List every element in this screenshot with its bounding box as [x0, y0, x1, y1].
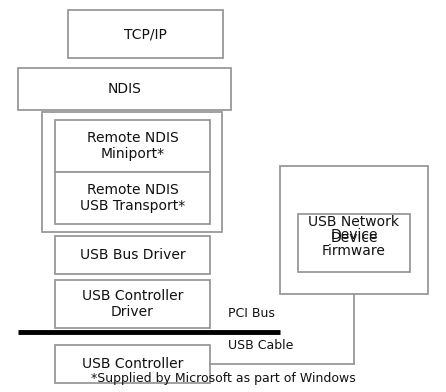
- Bar: [68, 10, 223, 58]
- Bar: [55, 236, 210, 274]
- Text: PCI Bus: PCI Bus: [228, 307, 275, 320]
- Text: USB Controller: USB Controller: [82, 357, 183, 371]
- Bar: [55, 345, 210, 383]
- Text: USB Network
Device: USB Network Device: [309, 215, 400, 245]
- Text: Device
Firmware: Device Firmware: [322, 228, 386, 258]
- Bar: [55, 172, 210, 224]
- Bar: [55, 120, 210, 172]
- Text: USB Bus Driver: USB Bus Driver: [80, 248, 185, 262]
- Text: NDIS: NDIS: [107, 82, 141, 96]
- Bar: [298, 214, 410, 272]
- Text: Remote NDIS
USB Transport*: Remote NDIS USB Transport*: [80, 183, 185, 213]
- Text: *Supplied by Microsoft as part of Windows: *Supplied by Microsoft as part of Window…: [91, 372, 355, 385]
- Bar: [42, 112, 222, 232]
- Text: Remote NDIS
Miniport*: Remote NDIS Miniport*: [87, 131, 178, 161]
- Text: USB Cable: USB Cable: [228, 339, 293, 352]
- Text: USB Controller
Driver: USB Controller Driver: [82, 289, 183, 319]
- Text: TCP/IP: TCP/IP: [124, 27, 167, 41]
- Bar: [18, 68, 231, 110]
- Bar: [280, 166, 428, 294]
- Bar: [55, 280, 210, 328]
